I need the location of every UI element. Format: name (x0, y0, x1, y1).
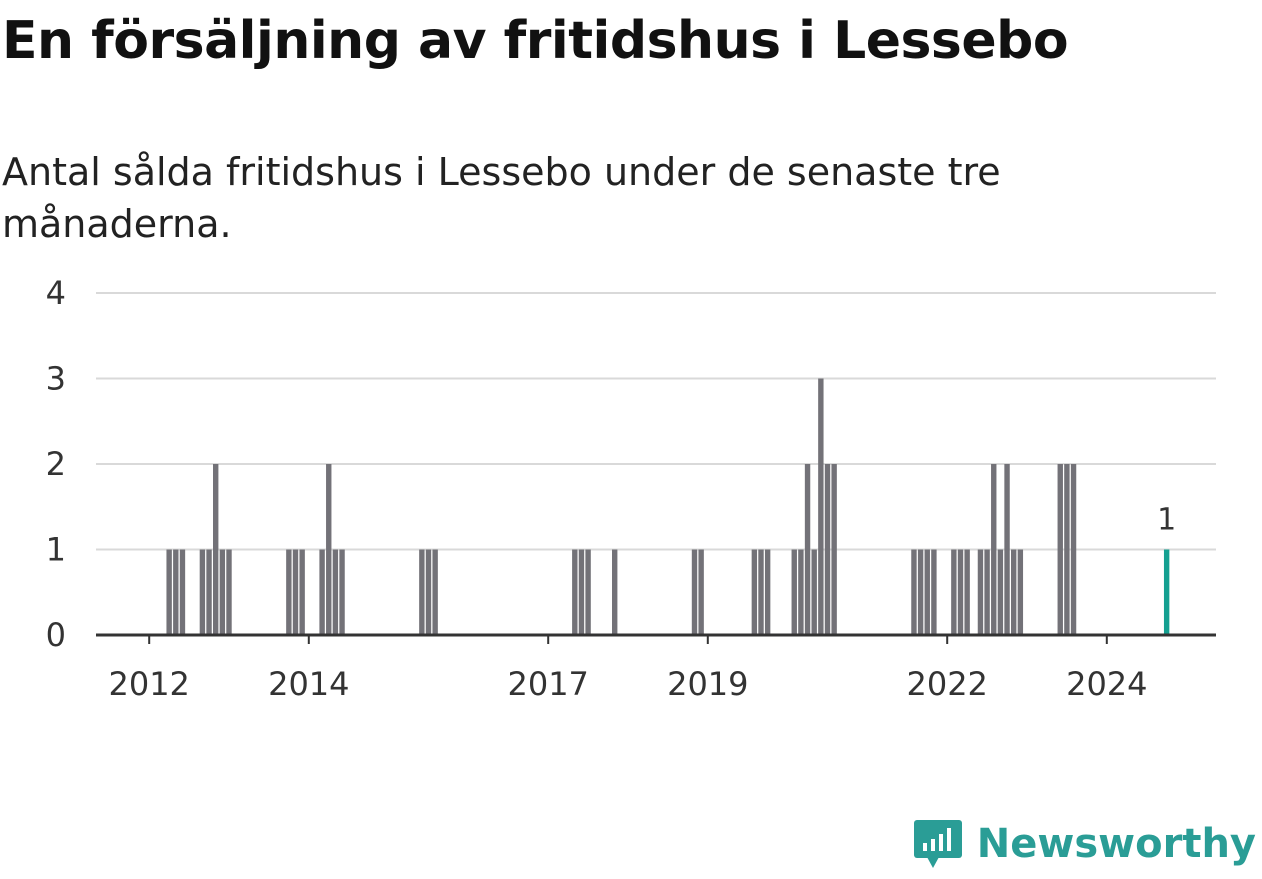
bar (1017, 549, 1024, 635)
bar (572, 549, 578, 635)
bar (811, 549, 817, 635)
y-tick-label: 3 (46, 360, 66, 398)
x-tick-label: 2012 (108, 665, 189, 703)
y-tick-label: 0 (46, 616, 66, 654)
highlight-value-label: 1 (1157, 503, 1176, 538)
bar (219, 549, 226, 635)
bar (824, 464, 831, 635)
newsworthy-logo[interactable]: Newsworthy (913, 819, 1256, 869)
bar (1070, 464, 1077, 635)
bar (1163, 549, 1170, 635)
bar (612, 549, 618, 635)
bar (964, 549, 970, 635)
bar (991, 464, 997, 635)
y-tick-label: 1 (46, 531, 66, 569)
gridlines (96, 292, 1216, 551)
bar (977, 549, 984, 635)
bar (1057, 464, 1063, 635)
bar (698, 549, 704, 635)
bar (764, 549, 771, 635)
bar (432, 549, 438, 635)
bar (751, 549, 758, 635)
bar (924, 549, 930, 635)
bars (166, 378, 1170, 635)
bar (1004, 464, 1010, 635)
bar (798, 549, 804, 635)
bar (419, 549, 425, 635)
bar (213, 464, 219, 635)
bar (319, 549, 325, 635)
x-tick-label: 2014 (268, 665, 349, 703)
newsworthy-logo-icon (913, 820, 962, 868)
y-axis-ticks: 0 1 2 3 4 (46, 274, 66, 654)
x-axis-ticks: 2012 2014 2017 2019 2022 2024 (108, 635, 1148, 703)
bar (206, 549, 212, 635)
chart-title: En försäljning av fritidshus i Lessebo (2, 11, 1069, 71)
y-tick-label: 2 (46, 445, 66, 483)
bar (299, 549, 305, 635)
x-tick-label: 2022 (906, 665, 987, 703)
x-tick-label: 2017 (507, 665, 588, 703)
x-tick-label: 2024 (1066, 665, 1147, 703)
bar (292, 549, 299, 635)
bar (804, 464, 811, 635)
bar (997, 549, 1004, 635)
bar (911, 549, 917, 635)
bar (1064, 464, 1070, 635)
bar (339, 549, 345, 635)
bar (758, 549, 764, 635)
bar (199, 549, 206, 635)
bar (179, 549, 186, 635)
bar (691, 549, 698, 635)
bar (173, 549, 179, 635)
bar (1011, 549, 1017, 635)
bar-chart: 0 1 2 3 4 2012 2014 2017 2019 2022 2024 1 (46, 274, 1216, 703)
bar (791, 549, 797, 635)
bar (286, 549, 292, 635)
bar (326, 464, 332, 635)
bar (332, 549, 339, 635)
bar (578, 549, 585, 635)
brand-name: Newsworthy (976, 821, 1256, 867)
bar (425, 549, 432, 635)
bar (166, 549, 172, 635)
bar (931, 549, 937, 635)
bar (226, 549, 232, 635)
chart-subtitle: Antal sålda fritidshus i Lessebo under d… (2, 150, 1001, 246)
y-tick-label: 4 (46, 274, 66, 312)
x-tick-label: 2019 (667, 665, 748, 703)
bar (818, 378, 824, 635)
bar (831, 464, 837, 635)
bar (917, 549, 924, 635)
bar (984, 549, 990, 635)
bar (585, 549, 591, 635)
bar (957, 549, 964, 635)
bar (951, 549, 957, 635)
